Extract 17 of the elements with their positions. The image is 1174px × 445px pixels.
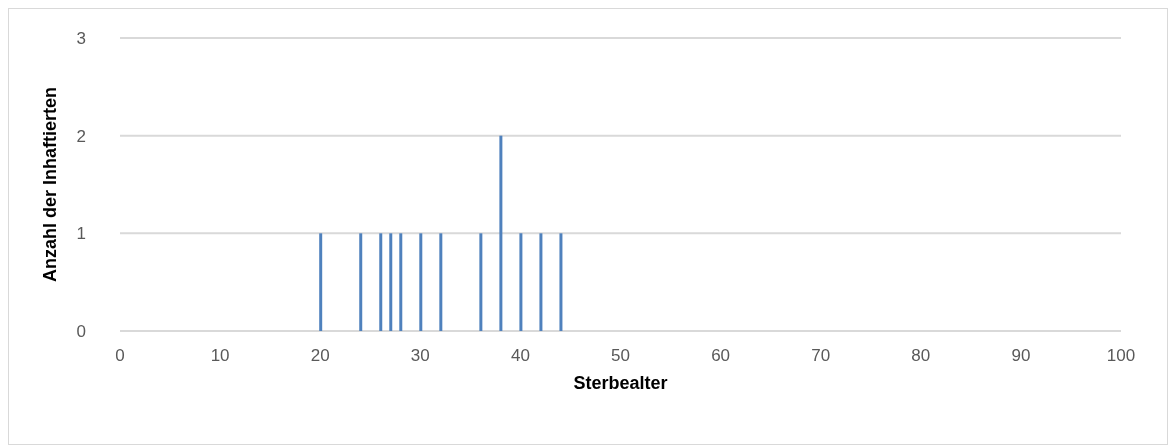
x-tick-label: 20 [310, 346, 330, 366]
x-tick-label: 80 [911, 346, 931, 366]
y-tick-label: 1 [76, 224, 86, 244]
x-tick-label: 30 [410, 346, 430, 366]
x-tick-label: 0 [115, 346, 125, 366]
x-tick-label: 10 [210, 346, 230, 366]
x-tick-label: 90 [1011, 346, 1031, 366]
x-tick-label: 100 [1106, 346, 1136, 366]
y-axis-title: Anzahl der Inhaftierten [40, 86, 61, 283]
x-axis-title: Sterbealter [573, 373, 668, 393]
x-tick-label: 40 [510, 346, 530, 366]
x-tick-label: 50 [611, 346, 630, 366]
y-tick-label: 2 [76, 126, 86, 146]
x-tick-label: 60 [711, 346, 731, 366]
x-tick-label: 70 [811, 346, 831, 366]
y-tick-label: 3 [76, 29, 86, 49]
y-tick-label: 0 [76, 322, 86, 342]
